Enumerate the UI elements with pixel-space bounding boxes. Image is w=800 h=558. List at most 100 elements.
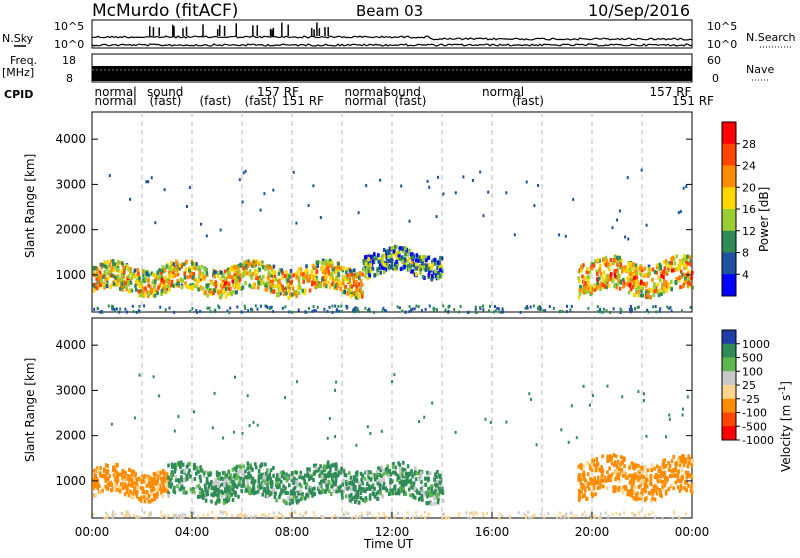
scatter-point: [596, 475, 600, 480]
scatter-point: [295, 289, 298, 294]
scatter-point: [114, 265, 117, 270]
scatter-point: [680, 468, 684, 473]
scatter-point: [289, 273, 293, 278]
ground-scatter-point: [376, 516, 379, 520]
scatter-point: [603, 261, 606, 266]
scatter-point: [421, 484, 424, 489]
ground-scatter-point: [253, 515, 256, 519]
scatter-point: [313, 277, 317, 281]
scatter-point: [353, 495, 356, 500]
scatter-point: [357, 274, 361, 279]
scatter-point: [630, 486, 634, 490]
scatter-point: [172, 283, 175, 288]
scatter-point: [267, 476, 271, 481]
sparse-echo: [173, 429, 176, 433]
scatter-point: [208, 482, 211, 487]
scatter-point: [334, 284, 337, 288]
ground-scatter-point: [565, 310, 568, 314]
scatter-point: [620, 269, 624, 274]
scatter-point: [350, 272, 353, 277]
scatter-point: [357, 282, 361, 287]
ground-scatter-point: [260, 513, 263, 517]
sparse-echo: [437, 175, 439, 179]
scatter-point: [393, 470, 397, 475]
sparse-echo: [238, 178, 241, 182]
scatter-point: [293, 476, 296, 481]
scatter-point: [240, 286, 243, 291]
scatter-point: [436, 489, 439, 494]
scatter-point: [148, 292, 151, 297]
scatter-point: [278, 495, 281, 499]
scatter-point: [97, 276, 101, 281]
ground-scatter-point: [382, 306, 385, 310]
scatter-point: [287, 296, 290, 300]
xtick-label-1: 04:00: [175, 525, 210, 539]
scatter-point: [161, 493, 165, 498]
scatter-point: [200, 274, 203, 278]
scatter-point: [92, 270, 95, 275]
scatter-point: [411, 258, 414, 263]
scatter-point: [395, 245, 398, 250]
scatter-point: [427, 273, 431, 277]
scatter-point: [363, 487, 366, 492]
scatter-point: [348, 494, 351, 499]
ground-scatter-point: [572, 514, 575, 518]
noise-sky-trace: [92, 35, 693, 41]
scatter-point: [420, 495, 424, 500]
scatter-point: [295, 479, 298, 484]
xtick-label-6: 00:00: [675, 525, 710, 539]
scatter-point: [662, 465, 666, 470]
scatter-point: [349, 475, 353, 480]
scatter-point: [602, 484, 605, 489]
scatter-point: [363, 476, 367, 481]
scatter-point: [346, 291, 350, 296]
scatter-point: [429, 268, 433, 273]
scatter-point: [624, 486, 628, 491]
sparse-echo: [582, 384, 585, 388]
sparse-echo: [528, 392, 531, 396]
scatter-point: [380, 465, 383, 470]
scatter-point: [652, 293, 655, 298]
scatter-point: [320, 467, 324, 472]
scatter-point: [595, 269, 599, 274]
sparse-echo: [560, 428, 563, 432]
scatter-point: [681, 475, 685, 479]
scatter-point: [321, 479, 324, 484]
scatter-point: [92, 480, 95, 485]
scatter-point: [580, 288, 583, 293]
scatter-point: [308, 488, 311, 493]
scatter-point: [646, 292, 649, 297]
scatter-point: [606, 478, 610, 483]
cpid-label-7: 151 RF: [282, 94, 324, 108]
scatter-point: [216, 273, 220, 278]
ground-scatter-point: [202, 513, 205, 517]
scatter-point: [173, 490, 177, 495]
scatter-point: [297, 291, 301, 296]
scatter-point: [656, 477, 659, 482]
freq-band: [92, 66, 692, 81]
scatter-point: [353, 282, 356, 287]
scatter-point: [283, 274, 287, 279]
scatter-point: [320, 260, 324, 265]
scatter-point: [585, 284, 589, 289]
scatter-point: [674, 480, 678, 485]
freq-tick-top: 18: [62, 54, 76, 67]
scatter-point: [298, 285, 302, 290]
scatter-point: [323, 261, 326, 266]
ground-scatter-point: [345, 511, 348, 514]
ground-scatter-point: [160, 515, 163, 518]
scatter-point: [682, 463, 686, 468]
scatter-point: [112, 268, 116, 273]
scatter-point: [167, 491, 170, 496]
scatter-point: [171, 274, 174, 279]
ground-scatter-point: [526, 305, 528, 309]
scatter-point: [302, 290, 306, 295]
scatter-point: [615, 285, 618, 290]
scatter-point: [291, 284, 294, 289]
scatter-point: [439, 477, 443, 482]
scatter-point: [258, 267, 261, 272]
sparse-echo: [530, 397, 532, 401]
scatter-point: [221, 471, 225, 476]
scatter-point: [636, 475, 640, 480]
scatter-point: [200, 264, 204, 269]
